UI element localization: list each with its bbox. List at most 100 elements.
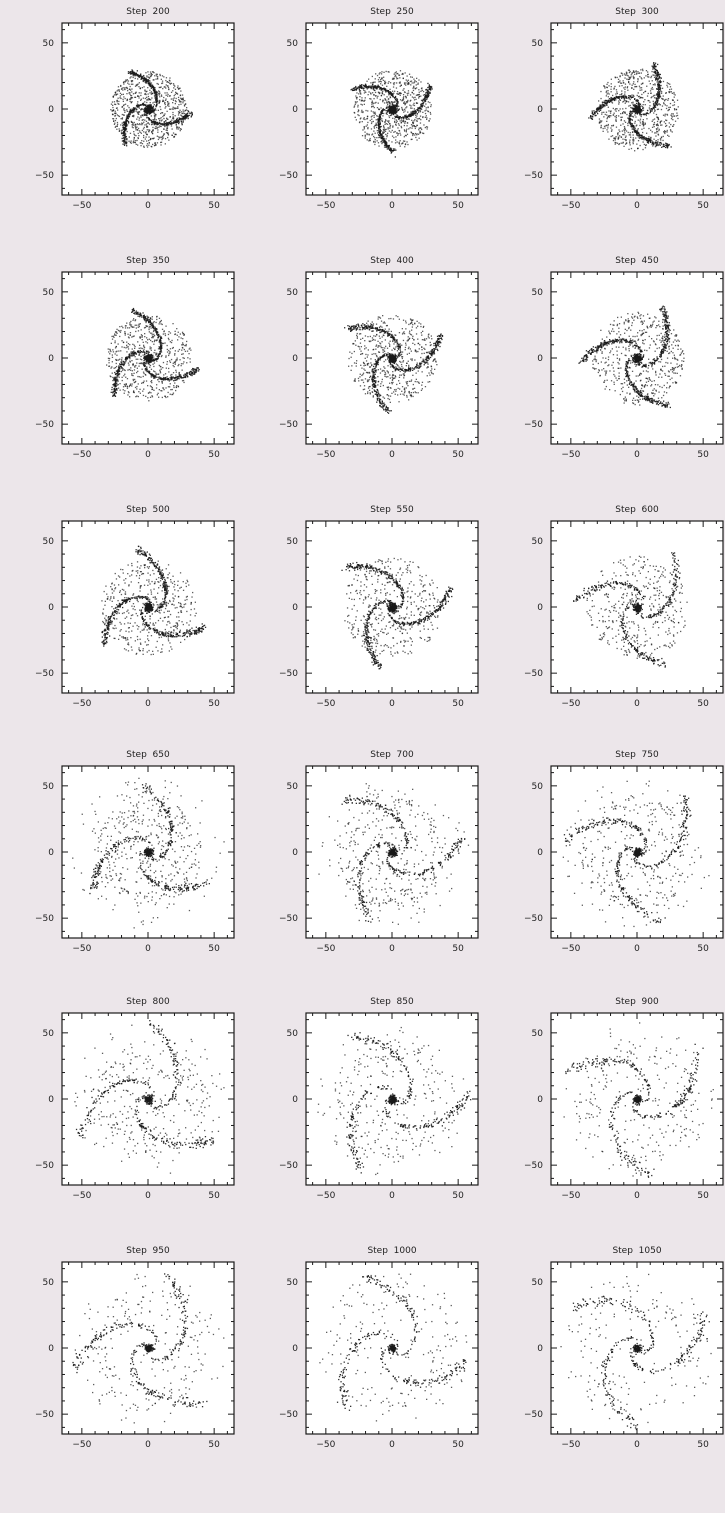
particle-point xyxy=(655,135,657,137)
particle-point xyxy=(622,112,624,115)
particle-point xyxy=(380,141,382,143)
particle-point xyxy=(146,111,148,113)
particle-point xyxy=(179,111,181,114)
particle-point xyxy=(639,112,641,114)
particle-point xyxy=(635,109,637,111)
particle-point xyxy=(148,112,151,115)
particle-point xyxy=(386,85,388,87)
particle-point xyxy=(631,73,633,75)
particle-point xyxy=(385,120,387,122)
particle-point xyxy=(631,128,633,130)
particle-point xyxy=(424,94,426,96)
particle-point xyxy=(420,99,423,101)
particle-point xyxy=(394,95,397,98)
particle-point xyxy=(637,136,639,138)
particle-point xyxy=(601,104,604,106)
particle-point xyxy=(154,89,156,91)
particle-point xyxy=(144,119,146,121)
particle-point xyxy=(141,129,143,132)
particle-point xyxy=(158,126,160,128)
particle-point xyxy=(118,129,121,132)
particle-point xyxy=(413,108,415,110)
particle-point xyxy=(155,119,157,121)
particle-point xyxy=(159,73,161,76)
particle-point xyxy=(123,144,126,146)
particle-point xyxy=(662,139,664,142)
particle-point xyxy=(626,72,628,74)
particle-point xyxy=(136,73,138,76)
x-tick-label: 50 xyxy=(208,201,220,211)
particle-point xyxy=(615,126,618,128)
particle-point xyxy=(381,84,384,86)
particle-point xyxy=(144,111,146,113)
particle-point xyxy=(168,88,170,90)
particle-point xyxy=(161,82,163,85)
particle-point xyxy=(645,70,648,72)
particle-point xyxy=(366,124,368,126)
particle-point xyxy=(112,109,114,112)
particle-point xyxy=(618,96,620,98)
particle-point xyxy=(359,99,361,101)
particle-point xyxy=(389,127,391,129)
particle-point xyxy=(138,75,141,77)
particle-point xyxy=(398,74,400,76)
particle-point xyxy=(600,109,602,111)
particle-point xyxy=(379,131,381,133)
particle-point xyxy=(659,121,661,123)
particle-point xyxy=(625,130,628,132)
particle-point xyxy=(124,111,126,113)
particle-point xyxy=(656,128,658,131)
particle-point xyxy=(160,125,162,128)
particle-point xyxy=(641,121,644,123)
particle-point xyxy=(163,128,165,130)
particle-point xyxy=(636,124,638,126)
particle-point xyxy=(411,107,413,109)
particle-point xyxy=(166,110,168,112)
particle-point xyxy=(656,143,659,145)
particle-point xyxy=(378,120,380,123)
particle-point xyxy=(411,82,413,84)
particle-point xyxy=(378,117,381,120)
particle-point xyxy=(629,142,631,144)
particle-point xyxy=(138,111,140,113)
particle-point xyxy=(163,86,165,88)
particle-point xyxy=(132,107,135,109)
particle-point xyxy=(191,112,193,114)
particle-point xyxy=(635,71,637,73)
particle-point xyxy=(628,95,630,97)
particle-point xyxy=(620,113,622,115)
particle-point xyxy=(642,82,644,84)
particle-point xyxy=(362,129,364,131)
particle-point xyxy=(124,136,126,139)
particle-point xyxy=(424,101,426,103)
particle-point xyxy=(625,101,627,103)
particle-point xyxy=(395,107,397,109)
particle-point xyxy=(355,85,357,88)
particle-point xyxy=(148,119,150,121)
particle-point xyxy=(645,112,648,114)
particle-point xyxy=(648,136,650,138)
particle-point xyxy=(420,105,422,107)
particle-point xyxy=(148,84,150,86)
particle-point xyxy=(415,126,417,128)
particle-point xyxy=(182,109,184,111)
particle-point xyxy=(601,111,603,114)
particle-point xyxy=(425,89,427,91)
particle-point xyxy=(624,74,626,76)
particle-point xyxy=(675,115,677,117)
particle-point xyxy=(370,122,373,125)
particle-point xyxy=(620,82,623,84)
particle-point xyxy=(634,73,636,75)
particle-point xyxy=(140,74,142,76)
particle-point xyxy=(131,71,133,73)
particle-point xyxy=(636,129,639,131)
particle-point xyxy=(673,108,676,110)
particle-point xyxy=(651,70,653,73)
particle-point xyxy=(367,121,369,124)
particle-point xyxy=(412,104,414,106)
particle-point xyxy=(655,103,657,105)
particle-point xyxy=(411,119,413,121)
particle-point xyxy=(657,144,659,147)
particle-point xyxy=(365,87,367,89)
particle-point xyxy=(364,131,366,133)
